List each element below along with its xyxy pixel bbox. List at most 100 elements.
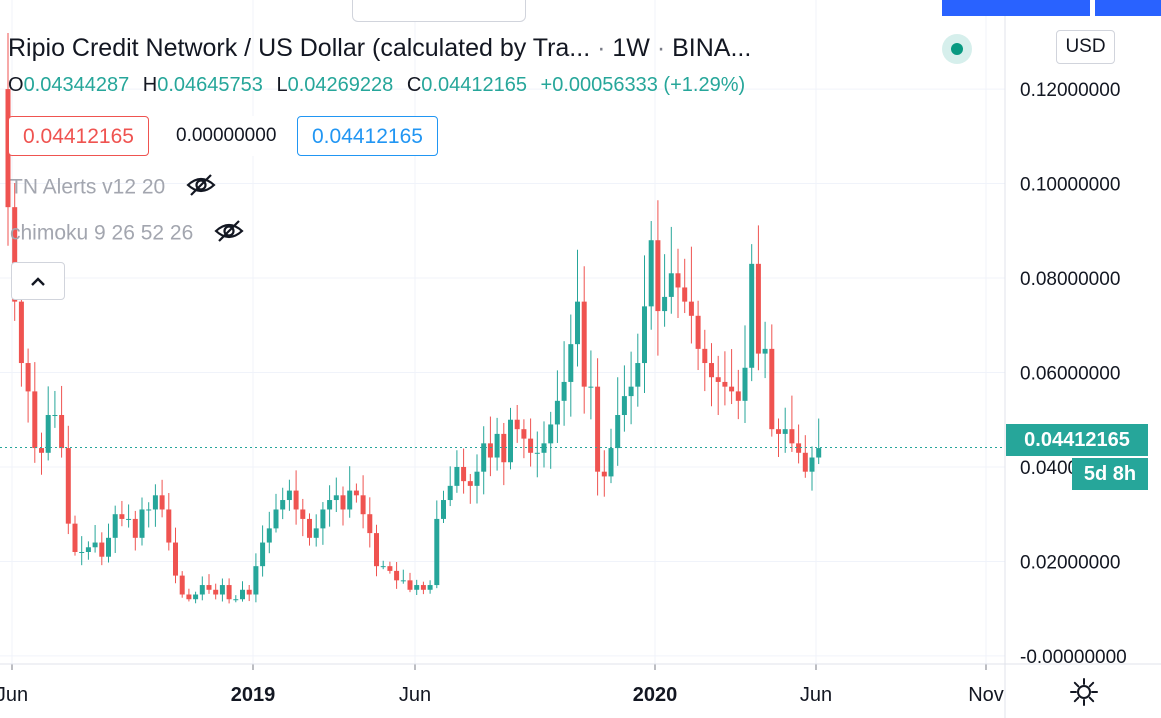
candle-body xyxy=(106,537,111,557)
x-tick-label: 2020 xyxy=(633,684,678,706)
toolbar-menu-button[interactable] xyxy=(1095,0,1161,16)
candle-body xyxy=(12,207,18,302)
candle-body xyxy=(327,500,333,510)
change-value: +0.00056333 (+1.29%) xyxy=(540,74,746,96)
candle-body xyxy=(92,542,98,548)
y-tick-label: 0.06000000 xyxy=(1020,363,1120,384)
candle-body xyxy=(642,306,647,364)
candle-body xyxy=(474,471,480,486)
candle-body xyxy=(260,542,266,567)
price-axis[interactable]: 0.12000000 0.10000000 0.08000000 0.06000000… xyxy=(1004,0,1127,718)
candle-body xyxy=(561,381,567,401)
candle-body xyxy=(193,594,199,600)
interval-label[interactable]: 1W xyxy=(612,34,650,62)
candle-body xyxy=(286,490,292,501)
candle-body xyxy=(762,348,768,354)
candle-body xyxy=(300,509,306,519)
candle-body xyxy=(601,471,607,477)
candle-body xyxy=(240,589,245,600)
candle-body xyxy=(374,533,379,567)
candle-body xyxy=(501,433,507,463)
candle-body xyxy=(816,448,822,458)
candle-body xyxy=(628,386,634,397)
candle-body xyxy=(514,419,520,430)
candle-body xyxy=(729,386,735,392)
collapse-legend-button[interactable] xyxy=(11,262,65,300)
eye-hidden-icon[interactable] xyxy=(213,219,245,249)
candle-body xyxy=(273,509,279,529)
x-tick-label: Jun xyxy=(399,684,431,706)
candle-body xyxy=(112,514,118,538)
candle-body xyxy=(615,415,621,449)
candle-body xyxy=(280,500,286,510)
chart-grid xyxy=(0,0,1005,664)
currency-button[interactable]: USD xyxy=(1056,30,1115,64)
bar-countdown-label: 5d 8h xyxy=(1072,458,1148,490)
close-label: C xyxy=(406,74,422,96)
toolbar-action-button[interactable] xyxy=(942,0,1090,16)
candle-body xyxy=(65,448,71,524)
candle-body xyxy=(702,348,708,364)
candle-body xyxy=(400,580,406,582)
candle-body xyxy=(52,415,58,417)
candle-body xyxy=(420,585,426,590)
candle-body xyxy=(487,443,493,458)
candle-body xyxy=(434,518,440,586)
candle-body xyxy=(662,296,668,312)
candle-body xyxy=(407,580,413,590)
candle-body xyxy=(796,443,802,453)
indicator-tn-alerts[interactable]: TN Alerts v12 20 xyxy=(10,173,217,203)
candle-body xyxy=(320,509,326,529)
candle-body xyxy=(749,263,755,368)
candle-body xyxy=(695,315,701,349)
candle-body xyxy=(441,500,446,519)
candle-body xyxy=(146,509,152,511)
candle-body xyxy=(715,377,721,382)
indicator-label: TN Alerts v12 20 xyxy=(10,175,166,199)
candle-body xyxy=(776,429,781,434)
candle-body xyxy=(186,594,192,600)
eye-hidden-icon[interactable] xyxy=(185,173,217,203)
low-value: 0.04269228 xyxy=(287,74,394,96)
candle-body xyxy=(266,528,272,543)
candle-body xyxy=(575,301,580,345)
chevron-up-icon xyxy=(31,277,45,286)
candle-body xyxy=(85,547,91,552)
time-axis[interactable]: Jun 2019 Jun 2020 Jun Nov xyxy=(0,663,1161,706)
symbol-title[interactable]: Ripio Credit Network / US Dollar (calcul… xyxy=(8,34,591,62)
candle-body xyxy=(99,542,105,557)
x-tick-label: Nov xyxy=(968,684,1004,706)
candle-body xyxy=(709,363,714,378)
candle-body xyxy=(668,273,674,297)
candle-body xyxy=(809,457,815,472)
symbol-legend[interactable]: Ripio Credit Network / US Dollar (calcul… xyxy=(8,30,751,66)
candle-body xyxy=(132,518,138,538)
symbol-title-row[interactable]: Ripio Credit Network / US Dollar (calcul… xyxy=(8,30,751,66)
candle-body xyxy=(534,452,540,454)
candle-body xyxy=(32,391,38,449)
buy-price-button[interactable]: 0.04412165 xyxy=(297,116,438,156)
open-label: O xyxy=(8,74,24,96)
candle-body xyxy=(467,481,473,486)
candle-body xyxy=(769,348,775,430)
candle-body xyxy=(528,438,534,453)
separator: · xyxy=(597,34,606,62)
exchange-label[interactable]: BINA... xyxy=(672,34,752,62)
sell-price-button[interactable]: 0.04412165 xyxy=(8,116,149,156)
candle-body xyxy=(688,301,694,316)
toolbar-fragment[interactable] xyxy=(352,0,526,22)
indicator-ichimoku[interactable]: chimoku 9 26 52 26 xyxy=(10,219,245,249)
candle-body xyxy=(126,518,132,520)
market-status-icon[interactable] xyxy=(942,34,972,64)
gear-icon[interactable] xyxy=(1066,674,1102,715)
candle-body xyxy=(45,415,51,453)
candle-body xyxy=(367,514,373,534)
candle-body xyxy=(414,585,420,590)
open-value: 0.04344287 xyxy=(23,74,130,96)
candle-body xyxy=(782,429,788,434)
candle-body xyxy=(380,566,386,568)
separator: · xyxy=(656,34,666,62)
candle-body xyxy=(353,490,359,496)
candle-body xyxy=(608,448,614,477)
